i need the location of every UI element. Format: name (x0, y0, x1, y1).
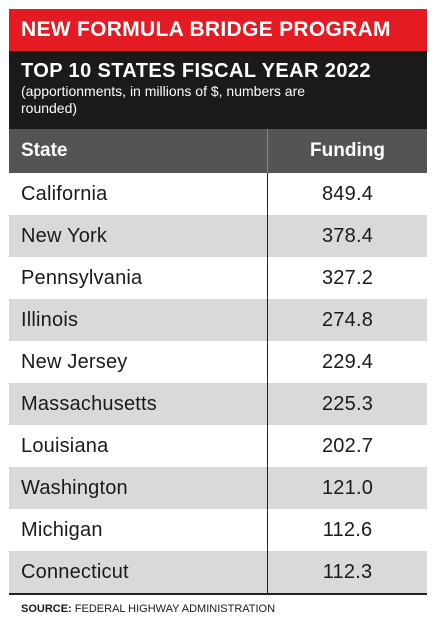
header-funding: Funding (310, 140, 385, 161)
funding-cell: 121.0 (321, 477, 374, 499)
table-row: Connecticut 112.3 (9, 551, 427, 593)
funding-cell: 378.4 (321, 225, 374, 247)
source-credit: SOURCE: FEDERAL HIGHWAY ADMINISTRATION (21, 603, 275, 615)
header-state: State (9, 129, 268, 173)
funding-cell: 112.3 (322, 561, 373, 583)
infographic-frame: NEW FORMULA BRIDGE PROGRAM TOP 10 STATES… (9, 9, 427, 595)
state-cell: Louisiana (9, 425, 268, 467)
table-header-row: State Funding (9, 129, 427, 173)
state-cell: New York (9, 215, 268, 257)
table-title: TOP 10 STATES FISCAL YEAR 2022 (21, 60, 371, 82)
table-row: Pennsylvania 327.2 (9, 257, 427, 299)
program-title: NEW FORMULA BRIDGE PROGRAM (21, 18, 391, 41)
table-row: Michigan 112.6 (9, 509, 427, 551)
state-cell: Connecticut (9, 551, 268, 593)
funding-cell: 229.4 (321, 351, 374, 373)
state-cell: California (9, 173, 268, 215)
funding-cell: 849.4 (321, 183, 374, 205)
funding-cell: 274.8 (321, 309, 374, 331)
title-banner: TOP 10 STATES FISCAL YEAR 2022 (apportio… (9, 51, 427, 129)
table-row: Louisiana 202.7 (9, 425, 427, 467)
state-cell: Pennsylvania (9, 257, 268, 299)
state-cell: Michigan (9, 509, 268, 551)
program-banner: NEW FORMULA BRIDGE PROGRAM (9, 9, 427, 51)
table-row: Illinois 274.8 (9, 299, 427, 341)
table-row: New York 378.4 (9, 215, 427, 257)
table-row: California 849.4 (9, 173, 427, 215)
state-cell: Illinois (9, 299, 268, 341)
table-bottom-rule (9, 593, 427, 595)
state-cell: New Jersey (9, 341, 268, 383)
table-row: New Jersey 229.4 (9, 341, 427, 383)
source-text: FEDERAL HIGHWAY ADMINISTRATION (74, 603, 276, 615)
funding-cell: 327.2 (321, 267, 374, 289)
table-row: Massachusetts 225.3 (9, 383, 427, 425)
funding-cell: 202.7 (321, 435, 374, 457)
table-row: Washington 121.0 (9, 467, 427, 509)
funding-cell: 225.3 (321, 393, 374, 415)
source-label: SOURCE: (21, 603, 72, 615)
funding-cell: 112.6 (322, 519, 373, 541)
table-subtitle: (apportionments, in millions of $, numbe… (21, 83, 306, 116)
state-cell: Massachusetts (9, 383, 268, 425)
state-cell: Washington (9, 467, 268, 509)
table-body: California 849.4 New York 378.4 Pennsylv… (9, 173, 427, 593)
